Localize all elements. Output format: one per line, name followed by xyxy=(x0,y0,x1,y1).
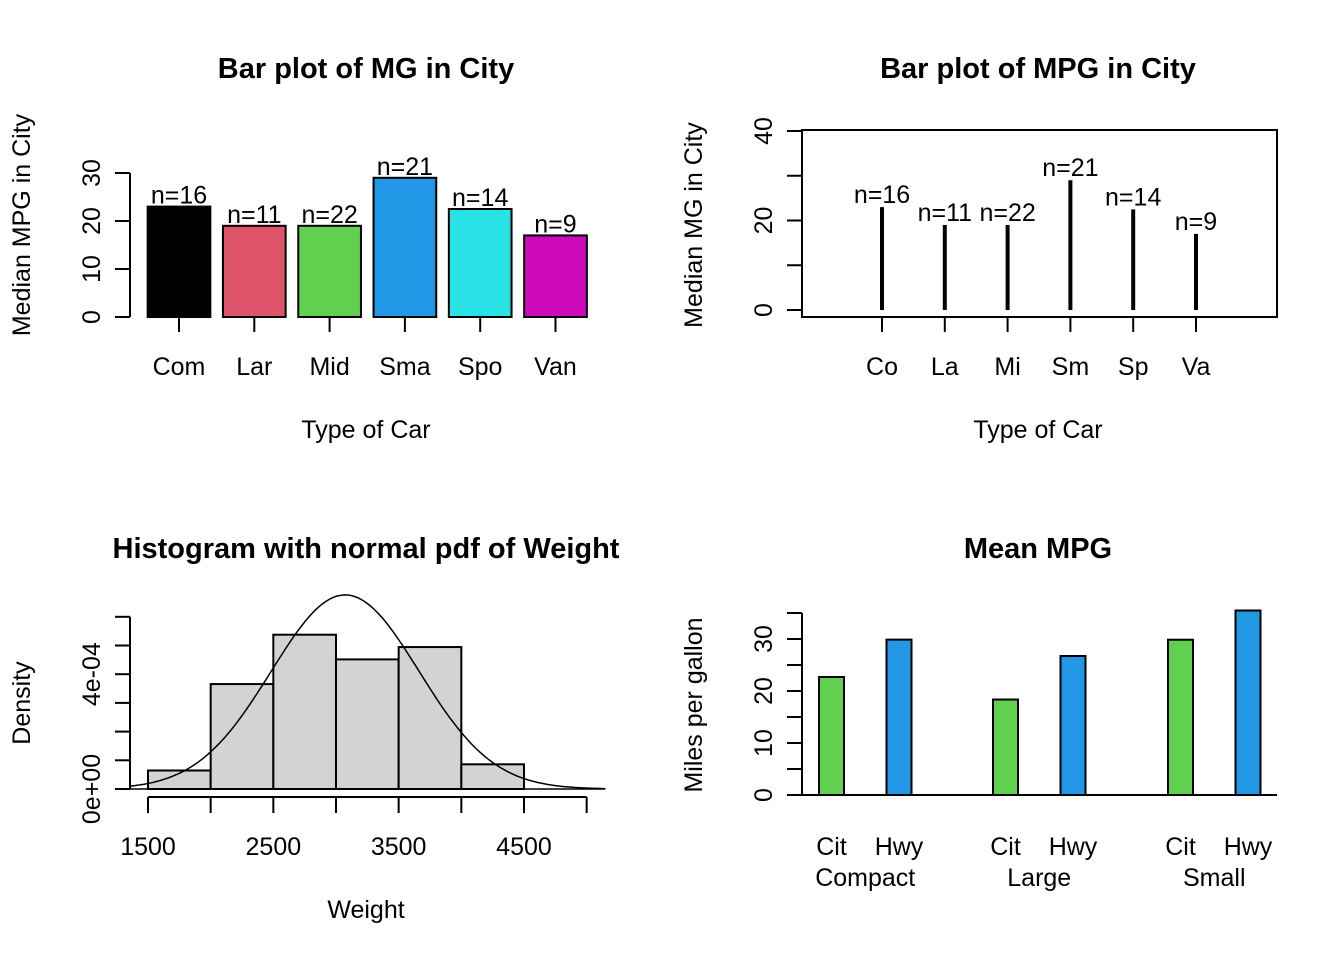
y-tick-label: 0 xyxy=(750,788,778,802)
bar-count-label: n=22 xyxy=(979,199,1035,227)
x-axis-label: Weight xyxy=(327,896,404,924)
y-axis-label: Miles per gallon xyxy=(680,617,708,792)
group-label: Compact xyxy=(815,864,915,892)
bar-van xyxy=(523,234,588,318)
x-tick-label: Cit xyxy=(1165,833,1196,861)
y-tick-label: 0 xyxy=(78,310,106,324)
bar-count-label: n=14 xyxy=(452,184,508,212)
chart-title: Mean MPG xyxy=(964,533,1112,565)
chart-title: Histogram with normal pdf of Weight xyxy=(113,533,620,565)
bar-small-hwy xyxy=(1234,609,1262,797)
x-tick-label: La xyxy=(931,353,959,381)
y-tick-label: 4e-04 xyxy=(78,642,106,706)
x-tick-label: Hwy xyxy=(875,833,924,861)
bar-count-label: n=9 xyxy=(534,210,576,238)
x-tick-label: 2500 xyxy=(246,833,302,861)
bar-compact-hwy xyxy=(885,638,913,797)
panel-bar-median-mpg: Bar plot of MG in City 0 10 20 30 Median MPG … xyxy=(8,53,588,444)
x-tick-label: Mid xyxy=(309,353,349,381)
y-tick-label: 20 xyxy=(78,207,106,235)
x-tick-label: Spo xyxy=(458,353,502,381)
group-label: Large xyxy=(1007,864,1071,892)
bar-count-label: n=21 xyxy=(1042,154,1098,182)
panel-histogram-weight: Histogram with normal pdf of Weight 0e+00… xyxy=(8,533,620,924)
bar-spo xyxy=(447,208,513,318)
y-axis-label: Density xyxy=(8,661,36,745)
x-tick-label: 3500 xyxy=(371,833,427,861)
y-tick-label: 40 xyxy=(750,117,778,145)
panel-line-bar-median-mpg: Bar plot of MPG in City 0 20 40 Median MG in… xyxy=(680,53,1278,444)
histogram-bar xyxy=(460,763,525,790)
bar-count-label: n=16 xyxy=(854,181,910,209)
x-tick-label: Van xyxy=(534,353,577,381)
x-axis-label: Type of Car xyxy=(301,416,430,444)
y-tick-label: 10 xyxy=(78,255,106,283)
normal-pdf-curve xyxy=(129,594,606,790)
bar-compact-cit xyxy=(818,676,845,797)
bar-large-hwy xyxy=(1059,655,1087,797)
x-tick-label: Co xyxy=(866,353,898,381)
y-tick-label: 30 xyxy=(78,159,106,187)
x-tick-label: Sm xyxy=(1052,353,1090,381)
y-tick-label: 30 xyxy=(750,625,778,653)
bar-count-label: n=22 xyxy=(301,201,357,229)
x-tick-label: Sma xyxy=(379,353,431,381)
x-tick-label: Lar xyxy=(236,353,272,381)
bar-large-cit xyxy=(992,698,1019,797)
panel-mean-mpg: Mean MPG 0 10 20 30 Miles per gallon Cit Hwy Com… xyxy=(680,533,1277,892)
x-tick-label: Hwy xyxy=(1049,833,1098,861)
x-tick-label: Mi xyxy=(994,353,1020,381)
x-tick-label: Sp xyxy=(1118,353,1149,381)
bar-sma xyxy=(372,176,438,318)
bar-count-label: n=11 xyxy=(918,199,972,227)
x-tick-label: Cit xyxy=(990,833,1021,861)
y-tick-label: 20 xyxy=(750,207,778,235)
y-axis-label: Median MPG in City xyxy=(8,113,36,336)
x-tick-label: Com xyxy=(153,353,206,381)
bar-com xyxy=(146,205,212,319)
x-tick-label: 1500 xyxy=(120,833,176,861)
y-tick-label: 10 xyxy=(750,729,778,757)
x-tick-label: Va xyxy=(1182,353,1211,381)
y-tick-label: 0e+00 xyxy=(78,754,106,824)
bar-count-label: n=21 xyxy=(377,153,433,181)
y-tick-label: 20 xyxy=(750,677,778,705)
bar-count-label: n=11 xyxy=(227,201,281,229)
histogram-bar xyxy=(272,633,337,790)
x-axis-label: Type of Car xyxy=(973,416,1102,444)
bar-count-label: n=16 xyxy=(151,182,207,210)
histogram-bar xyxy=(334,658,400,791)
bar-small-cit xyxy=(1167,638,1194,797)
y-tick-label: 0 xyxy=(750,303,778,317)
x-tick-label: 4500 xyxy=(496,833,552,861)
bar-lar xyxy=(221,224,287,318)
bar-count-label: n=9 xyxy=(1175,208,1217,236)
x-tick-label: Cit xyxy=(816,833,847,861)
group-label: Small xyxy=(1183,864,1246,892)
chart-title: Bar plot of MPG in City xyxy=(880,53,1196,85)
histogram-bar xyxy=(397,646,463,790)
bar-count-label: n=14 xyxy=(1105,183,1161,211)
bar-mid xyxy=(297,224,362,318)
histogram-bar xyxy=(209,683,275,791)
y-axis-label: Median MG in City xyxy=(680,122,708,328)
x-tick-label: Hwy xyxy=(1224,833,1273,861)
chart-title: Bar plot of MG in City xyxy=(218,53,514,85)
